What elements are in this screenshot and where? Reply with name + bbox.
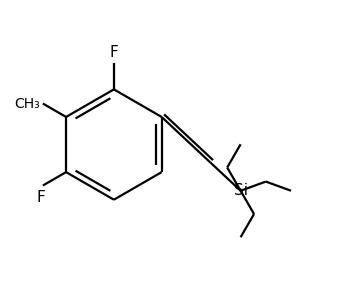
Text: F: F: [37, 190, 46, 205]
Text: F: F: [110, 45, 118, 60]
Text: CH₃: CH₃: [15, 97, 41, 110]
Text: Si: Si: [233, 183, 247, 198]
